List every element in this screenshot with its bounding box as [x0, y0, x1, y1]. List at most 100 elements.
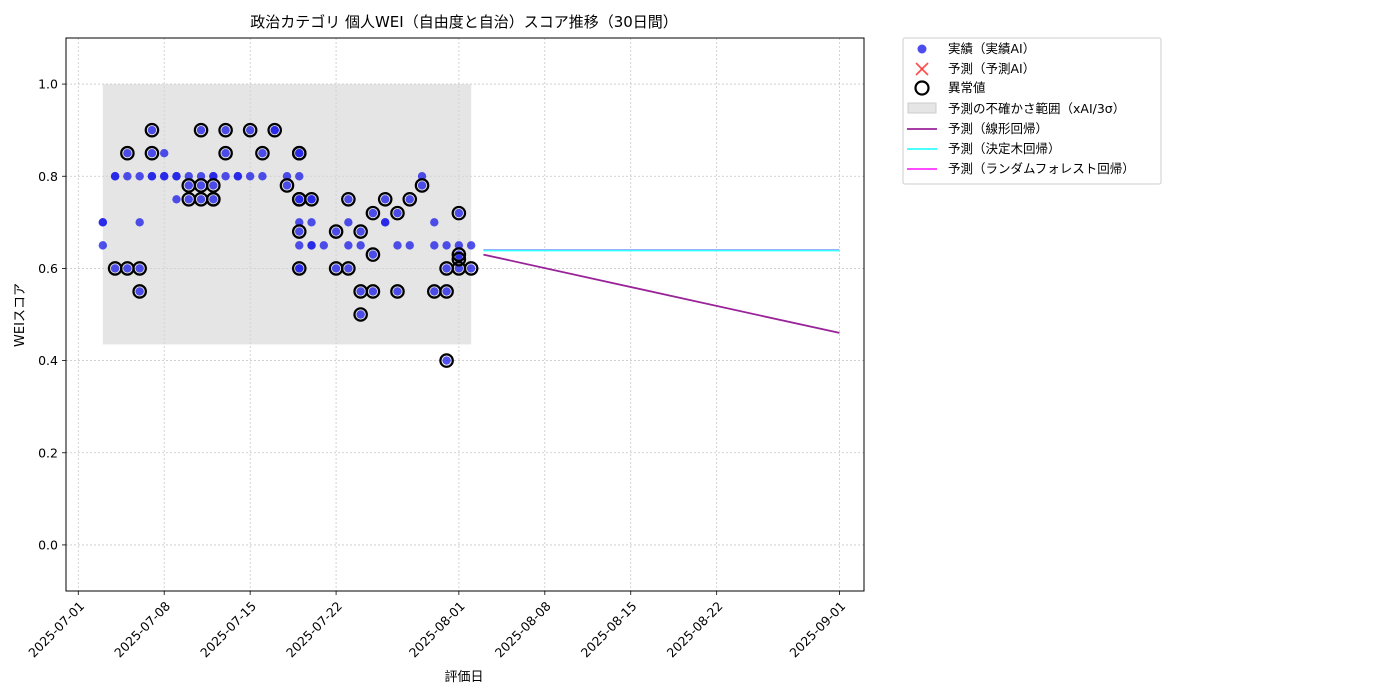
actual-point: [147, 149, 157, 158]
y-tick-label: 0.0: [38, 537, 58, 552]
x-tick-label: 2025-08-22: [664, 598, 726, 660]
anomaly-marker: [451, 205, 467, 221]
actual-point: [196, 125, 206, 135]
actual-point: [233, 172, 243, 181]
actual-point: [221, 149, 230, 158]
anomaly-marker: [291, 224, 307, 239]
actual-point: [381, 218, 390, 227]
anomaly-marker: [144, 145, 160, 161]
actual-point: [442, 264, 451, 273]
anomaly-marker: [132, 284, 147, 299]
legend-actual-marker: [917, 44, 927, 54]
x-axis-label: 評価日: [444, 670, 483, 685]
actual-point: [184, 181, 193, 190]
legend-band-swatch: [907, 102, 937, 114]
actual-point: [160, 149, 169, 158]
actual-point: [135, 172, 144, 181]
actual-point: [172, 195, 181, 204]
anomaly-marker: [439, 284, 454, 299]
anomaly-marker: [304, 191, 319, 207]
actual-point: [123, 264, 132, 273]
anomaly-marker: [206, 191, 221, 207]
legend-actual-label: 実績（実績AI）: [948, 41, 1035, 56]
legend-linear-label: 予測（線形回帰）: [948, 121, 1048, 136]
actual-point: [110, 264, 120, 273]
anomaly-marker: [402, 191, 418, 207]
actual-point: [405, 241, 414, 250]
actual-point: [147, 125, 157, 135]
actual-point: [245, 172, 255, 181]
anomaly-marker: [120, 145, 135, 161]
anomaly-marker: [365, 205, 381, 221]
actual-point: [209, 195, 218, 204]
actual-point: [135, 218, 144, 227]
actual-point: [344, 241, 353, 250]
prediction-lines-layer: [483, 249, 840, 334]
actual-point: [356, 227, 365, 236]
actual-point: [442, 356, 451, 365]
y-tick-label: 0.2: [38, 445, 58, 460]
actual-point: [135, 287, 144, 296]
anomaly-marker: [390, 284, 405, 299]
y-axis-label: WEIスコア: [13, 283, 28, 347]
actual-point: [196, 181, 206, 190]
anomaly-marker: [353, 224, 368, 239]
actual-point: [270, 125, 279, 135]
anomaly-marker: [341, 191, 356, 207]
anomaly-marker: [451, 251, 467, 267]
actual-point: [466, 264, 476, 273]
actual-point: [368, 287, 378, 296]
actual-point: [282, 172, 292, 181]
legend-decision-tree-label: 予測（決定木回帰）: [948, 141, 1061, 156]
anomaly-marker: [377, 191, 393, 207]
legend-predicted-marker: [915, 62, 929, 76]
actual-point: [442, 241, 451, 250]
anomaly-marker: [267, 122, 283, 138]
actual-point: [417, 181, 427, 190]
actual-point: [344, 195, 353, 204]
actual-point: [258, 172, 267, 181]
x-tick-label: 2025-08-01: [406, 598, 468, 660]
actual-point: [393, 287, 402, 296]
actual-point: [295, 264, 304, 273]
actual-point: [430, 287, 439, 296]
anomaly-marker: [193, 122, 209, 138]
actual-point: [393, 208, 402, 218]
prediction-line-linear: [483, 253, 840, 334]
legend: 実績（実績AI） 予測（予測AI） 異常値 予測の不確かさ範囲（xAI/3σ） …: [902, 37, 1162, 185]
actual-point: [160, 172, 169, 181]
y-tick-label: 0.4: [38, 353, 58, 368]
actual-point: [368, 208, 378, 218]
anomaly-markers-layer: [107, 122, 479, 368]
legend-random-forest-label: 予測（ランダムフォレスト回帰）: [948, 161, 1135, 176]
actual-point: [196, 172, 206, 181]
actual-point: [295, 218, 304, 227]
anomaly-marker: [414, 178, 430, 193]
actual-point: [295, 149, 304, 158]
actual-point: [356, 241, 365, 250]
actual-point: [356, 287, 365, 296]
chart-title: 政治カテゴリ 個人WEI（自由度と自治）スコア推移（30日間）: [250, 13, 678, 31]
actual-point: [172, 172, 181, 181]
anomaly-marker: [353, 307, 368, 322]
actual-point: [221, 125, 230, 135]
actual-point: [307, 195, 316, 204]
actual-point: [209, 181, 218, 190]
uncertainty-band: [102, 84, 472, 345]
actual-point: [282, 181, 292, 190]
legend-predicted-label: 予測（予測AI）: [948, 61, 1035, 76]
anomaly-marker: [218, 122, 233, 138]
x-tick-label: 2025-07-15: [197, 598, 259, 660]
y-tick-label: 0.8: [38, 169, 58, 184]
anomaly-marker: [218, 145, 233, 161]
actual-point: [258, 149, 267, 158]
anomaly-marker: [463, 261, 479, 276]
anomaly-marker: [144, 122, 160, 138]
actual-point: [430, 218, 439, 227]
anomaly-marker: [439, 353, 454, 368]
actual-point: [295, 172, 304, 181]
x-tick-label: 2025-09-01: [786, 598, 848, 660]
anomaly-marker: [132, 261, 147, 276]
x-tick-label: 2025-07-22: [283, 598, 345, 660]
